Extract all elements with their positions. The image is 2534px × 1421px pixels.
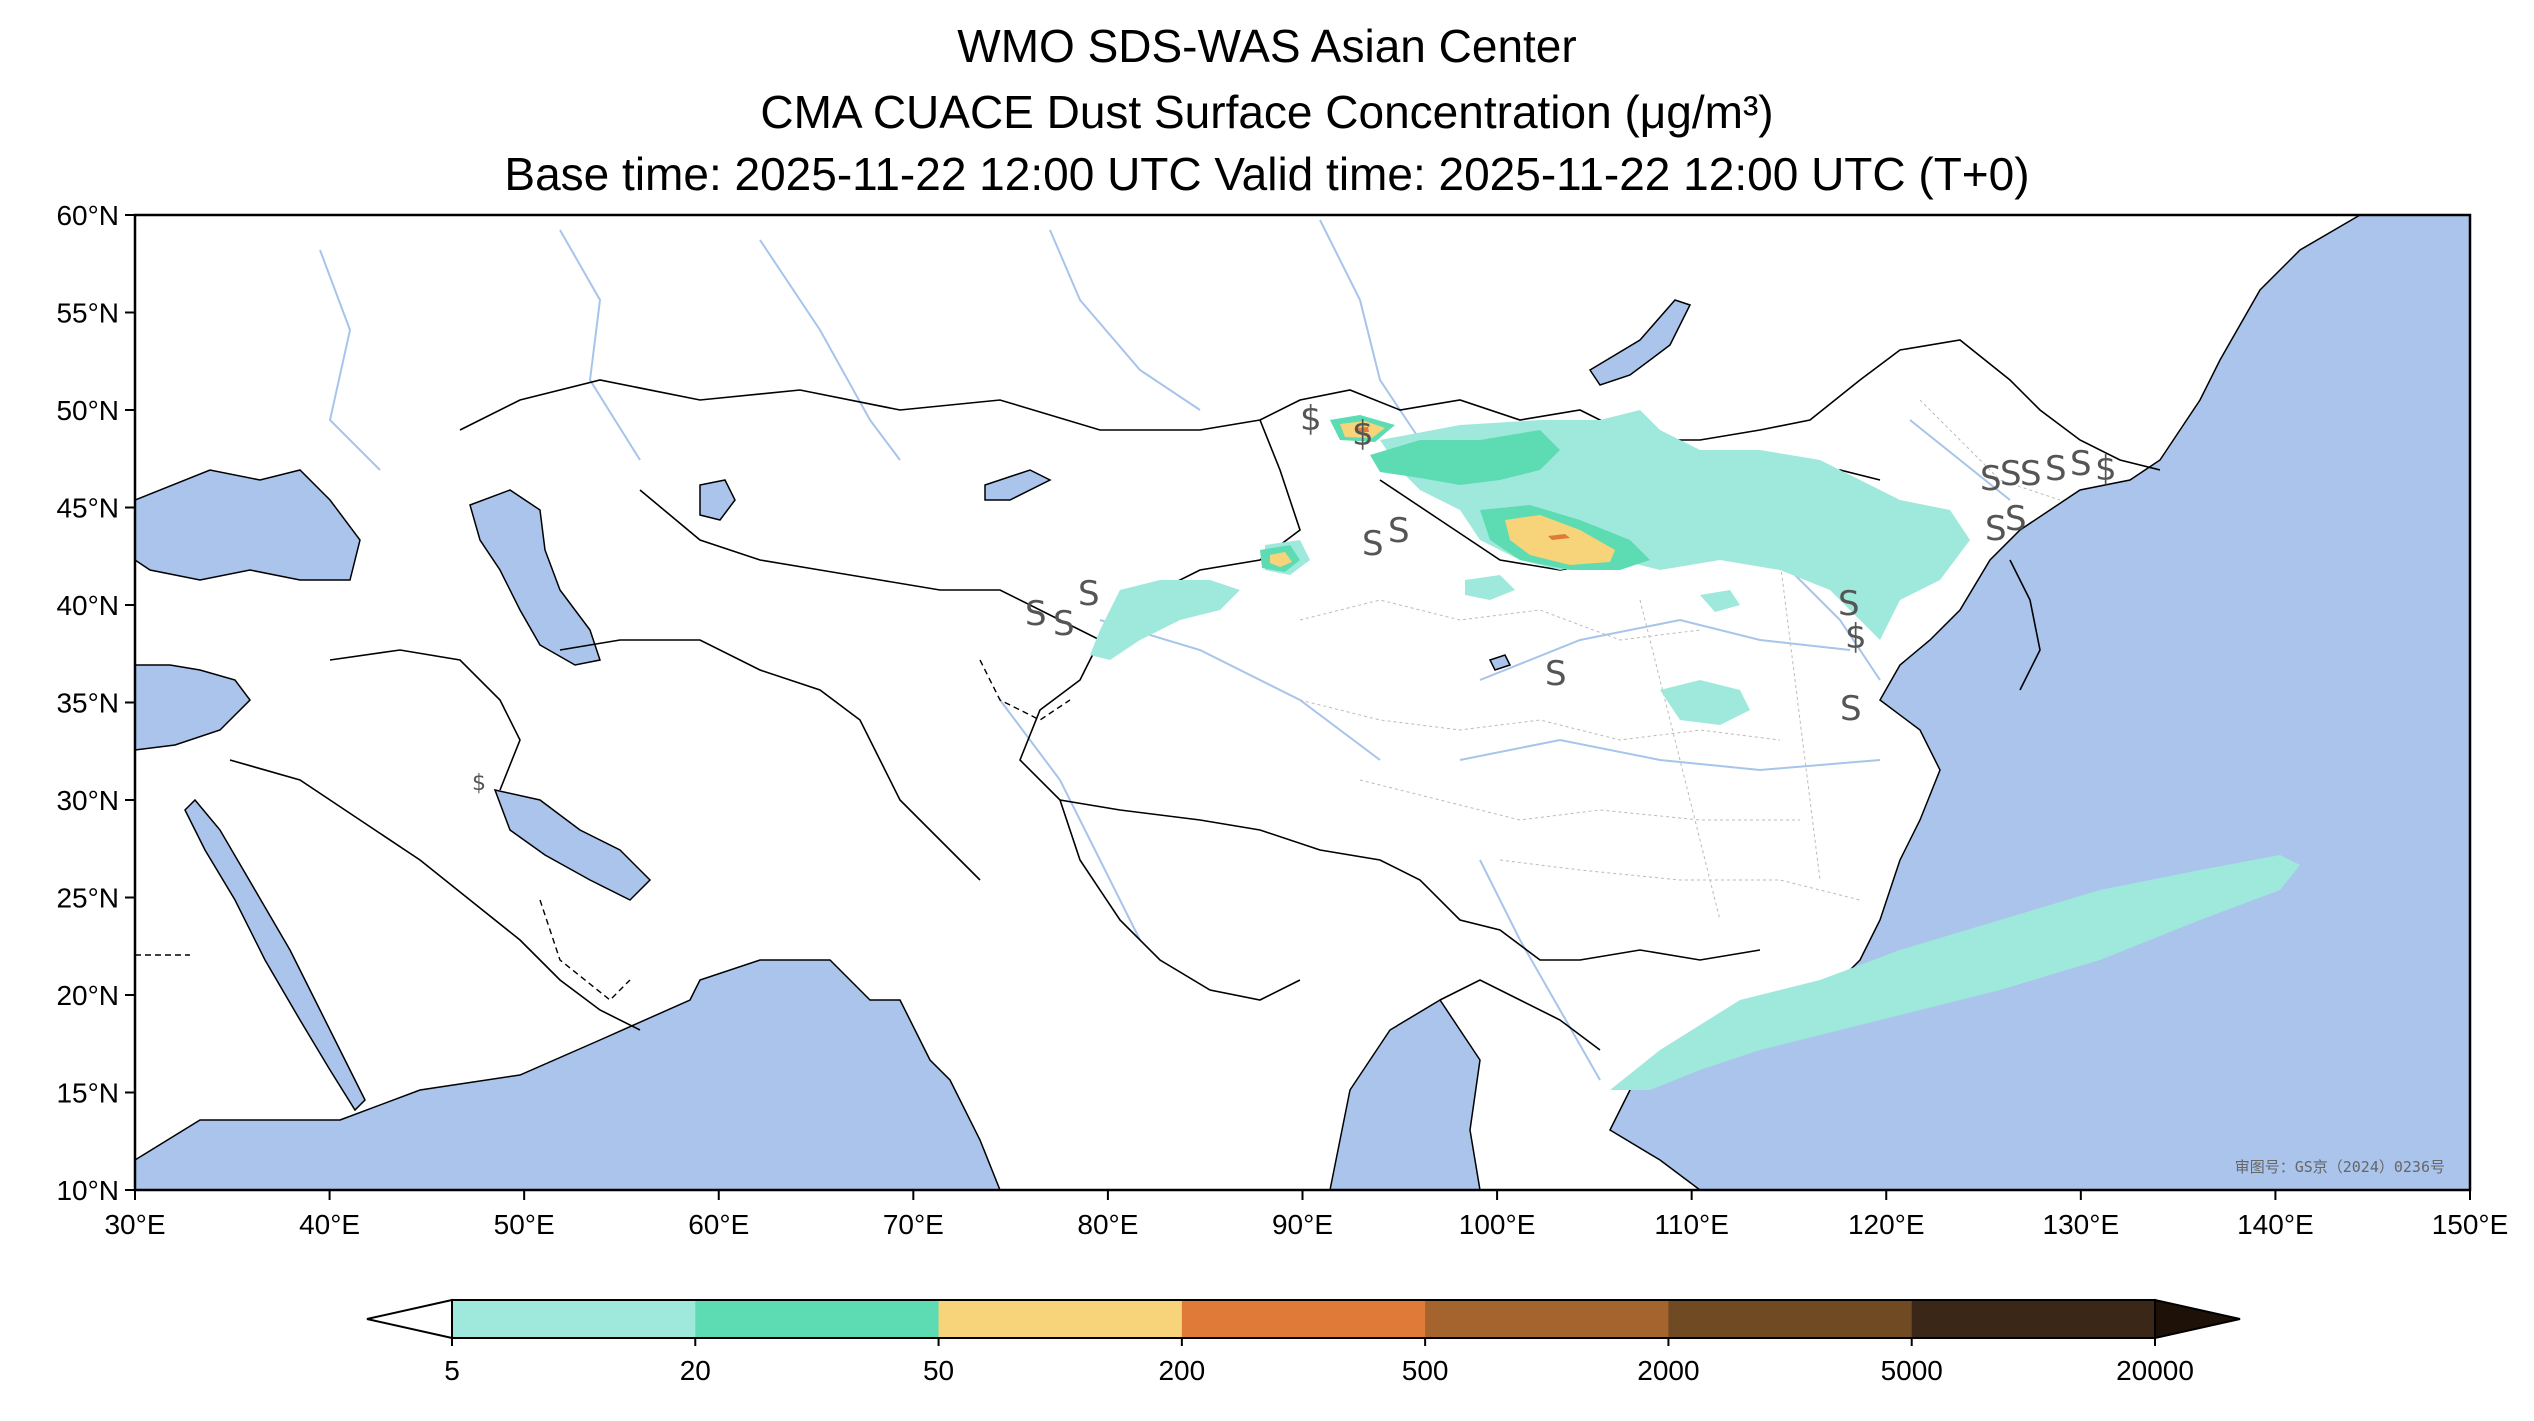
lon-tick-label: 120°E xyxy=(1848,1209,1925,1240)
red-sea xyxy=(184,798,366,1112)
lon-tick-label: 90°E xyxy=(1272,1209,1333,1240)
dust-symbol: S xyxy=(1985,509,2007,549)
lat-tick-label: 10°N xyxy=(56,1175,119,1206)
dust-symbol: S xyxy=(1078,574,1100,614)
colorbar-tick-label: 2000 xyxy=(1637,1355,1699,1386)
lat-tick-label: 35°N xyxy=(56,688,119,719)
lat-tick-label: 55°N xyxy=(56,298,119,329)
colorbar-segment xyxy=(1911,1300,2156,1338)
lon-tick-label: 140°E xyxy=(2237,1209,2314,1240)
title-line-3: Base time: 2025-11-22 12:00 UTC Valid ti… xyxy=(504,148,2030,200)
colorbar-tick-label: 200 xyxy=(1158,1355,1205,1386)
lat-tick-label: 40°N xyxy=(56,590,119,621)
dust-symbol: S xyxy=(2000,454,2022,494)
province-borders xyxy=(1299,399,2061,921)
dust-symbol: S xyxy=(1362,524,1384,564)
map-approval-watermark: 审图号：GS京（2024）0236号 xyxy=(2235,1158,2445,1176)
lat-tick-label: 25°N xyxy=(56,883,119,914)
dust-symbol: S xyxy=(1053,604,1075,644)
dust-symbol: S xyxy=(1840,689,1862,729)
dust-area-peak-2 xyxy=(1356,427,1369,432)
dust-symbol: $ xyxy=(1845,617,1867,657)
dust-area-low-4 xyxy=(1465,575,1515,600)
title-line-1: WMO SDS-WAS Asian Center xyxy=(957,20,1577,72)
colorbar-tick-label: 50 xyxy=(923,1355,954,1386)
map-panel: $ $ S S S S S S S $ S S S S S S $ S S $ … xyxy=(135,215,2470,1190)
title-line-2: CMA CUACE Dust Surface Concentration (μg… xyxy=(760,86,1774,138)
dust-area-low-5 xyxy=(1700,590,1740,612)
colorbar-tick-label: 5000 xyxy=(1881,1355,1943,1386)
dust-symbol: S xyxy=(1388,511,1410,551)
dust-symbol: $ xyxy=(1300,399,1322,439)
lat-tick-label: 20°N xyxy=(56,980,119,1011)
dust-area-mid-1 xyxy=(1370,430,1560,485)
dust-area-high-3 xyxy=(1270,552,1292,567)
lat-tick-label: 50°N xyxy=(56,395,119,426)
lat-tick-label: 15°N xyxy=(56,1078,119,1109)
lon-tick-label: 150°E xyxy=(2432,1209,2509,1240)
dust-symbol: S xyxy=(2045,449,2067,489)
ocean-layer xyxy=(135,215,2470,1190)
black-sea xyxy=(135,469,361,581)
dust-symbol: S xyxy=(1545,654,1567,694)
lake-balkhash xyxy=(984,469,1052,501)
dust-symbol: S xyxy=(1025,594,1047,634)
dust-symbol: S xyxy=(2020,454,2042,494)
dust-area-peak-1 xyxy=(1548,534,1570,540)
longitude-axis: 30°E 40°E 50°E 60°E 70°E 80°E 90°E 100°E 110°E 12… xyxy=(104,1190,2508,1240)
colorbar-under-arrow xyxy=(366,1298,453,1340)
caspian-sea xyxy=(469,489,601,666)
lon-tick-label: 50°E xyxy=(494,1209,555,1240)
dust-symbol: S xyxy=(1980,459,2002,499)
qinghai-lake xyxy=(1488,654,1512,671)
lat-tick-label: 30°N xyxy=(56,785,119,816)
lon-tick-label: 60°E xyxy=(688,1209,749,1240)
lon-tick-label: 110°E xyxy=(1654,1209,1729,1240)
indian-ocean xyxy=(135,959,1481,1190)
colorbar-frame xyxy=(451,1299,2156,1339)
lon-tick-label: 70°E xyxy=(883,1209,944,1240)
dust-symbol: S xyxy=(2070,444,2092,484)
colorbar-segment xyxy=(1181,1300,1426,1338)
dust-shading xyxy=(1090,410,2300,1090)
dust-symbol: $ xyxy=(472,771,486,796)
colorbar-segment xyxy=(1425,1300,1669,1338)
colorbar-over-arrow xyxy=(2154,1298,2241,1340)
colorbar-tick-label: 500 xyxy=(1402,1355,1449,1386)
dust-area-high-1 xyxy=(1505,515,1615,565)
colorbar-segment xyxy=(452,1300,696,1338)
dust-symbol: S xyxy=(2005,499,2027,539)
disputed-borders xyxy=(135,659,1071,1001)
colorbar-tick-label: 20 xyxy=(680,1355,711,1386)
latitude-axis: 60°N 55°N 50°N 45°N 40°N 35°N 30°N 25°N 20°N 15°N… xyxy=(56,200,135,1206)
lat-tick-label: 60°N xyxy=(56,200,119,231)
colorbar-segment xyxy=(1668,1300,1913,1338)
colorbar-segment xyxy=(938,1300,1183,1338)
dust-symbol: $ xyxy=(2095,449,2117,489)
dust-symbol: S xyxy=(1838,584,1860,624)
persian-gulf xyxy=(493,788,652,901)
lon-tick-label: 130°E xyxy=(2043,1209,2120,1240)
dust-area-low-2 xyxy=(1090,580,1240,660)
lon-tick-label: 30°E xyxy=(104,1209,165,1240)
dust-area-low-3 xyxy=(1660,680,1750,725)
lake-baikal xyxy=(1588,299,1692,386)
lon-tick-label: 80°E xyxy=(1077,1209,1138,1240)
mediterranean-sea xyxy=(135,664,251,751)
lon-tick-label: 40°E xyxy=(299,1209,360,1240)
colorbar-tick-label: 20000 xyxy=(2116,1355,2194,1386)
colorbar-segment xyxy=(695,1300,940,1338)
dust-symbol: $ xyxy=(1352,414,1374,454)
dust-symbols: $ $ S S S S S S S $ S S S S S S $ S S $ xyxy=(472,399,2117,796)
dust-area-low-sea xyxy=(1610,855,2300,1090)
colorbar-tick-label: 5 xyxy=(444,1355,460,1386)
lon-tick-label: 100°E xyxy=(1459,1209,1536,1240)
colorbar: 5 20 50 200 500 2000 5000 20000 xyxy=(366,1298,2241,1386)
aral-sea xyxy=(699,479,736,521)
lat-tick-label: 45°N xyxy=(56,493,119,524)
